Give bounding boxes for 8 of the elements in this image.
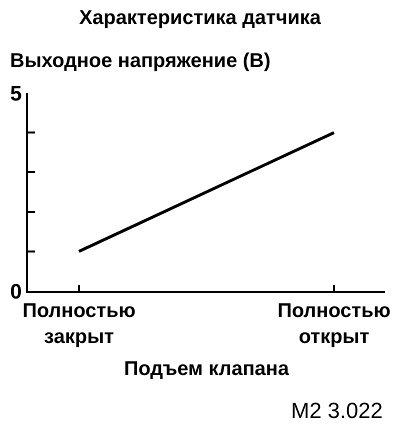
chart-title: Характеристика датчика <box>79 7 322 29</box>
y-axis-title: Выходное напряжение (В) <box>10 50 271 72</box>
y-tick-label: 5 <box>10 82 22 106</box>
x-axis-title: Подъем клапана <box>124 358 290 380</box>
x-tick-label: Полностью закрыт <box>22 300 136 348</box>
x-tick-label: Полностью открыт <box>277 300 391 348</box>
y-tick-label: 0 <box>10 280 22 304</box>
text: M2 3.022 <box>291 398 383 423</box>
